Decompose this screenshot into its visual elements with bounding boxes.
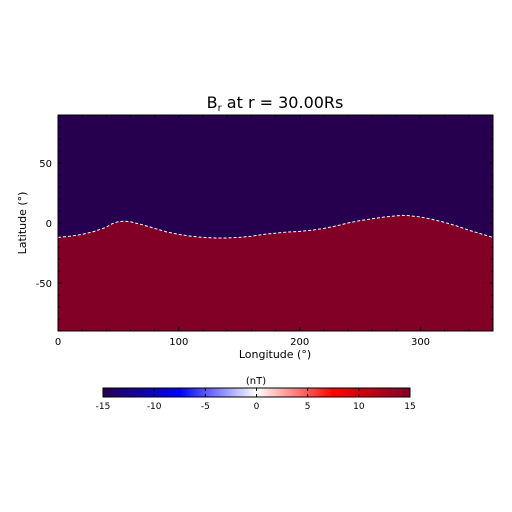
x-axis-label: Longitude (°) (239, 348, 311, 361)
colorbar: (nT) -15 -10 -5 0 5 10 15 (96, 376, 416, 412)
x-tick-label: 0 (55, 337, 61, 348)
plot-area: 0 100 200 300 -50 0 50 (36, 114, 494, 348)
colorbar-label: (nT) (246, 376, 266, 387)
colorbar-tick-label: -15 (96, 402, 111, 412)
neutral-line (57, 214, 494, 239)
chart-title: Br at r = 30.00Rs (207, 93, 344, 114)
title-main: B (207, 93, 218, 112)
colorbar-tick-label: 5 (305, 402, 311, 412)
colorbar-tick-label: -5 (201, 402, 210, 412)
region-positive (58, 215, 493, 331)
x-tick-label: 200 (290, 337, 309, 348)
x-tick-label: 300 (411, 337, 430, 348)
colorbar-ticks: -15 -10 -5 0 5 10 15 (96, 388, 416, 412)
title-rest: at r = 30.00Rs (222, 93, 344, 112)
colorbar-tick-label: 0 (254, 402, 260, 412)
y-tick-label: -50 (36, 279, 52, 290)
colorbar-tick-label: 10 (353, 402, 365, 412)
y-ticks: -50 0 50 (36, 114, 493, 332)
y-tick-label: 50 (39, 159, 52, 170)
x-tick-label: 100 (169, 337, 188, 348)
colorbar-tick-label: -10 (147, 402, 162, 412)
title-subscript: r (218, 103, 223, 114)
x-ticks: 0 100 200 300 (55, 115, 494, 348)
colorbar-tick-label: 15 (404, 402, 415, 412)
y-axis-label: Latitude (°) (16, 192, 29, 255)
y-tick-label: 0 (46, 219, 52, 230)
